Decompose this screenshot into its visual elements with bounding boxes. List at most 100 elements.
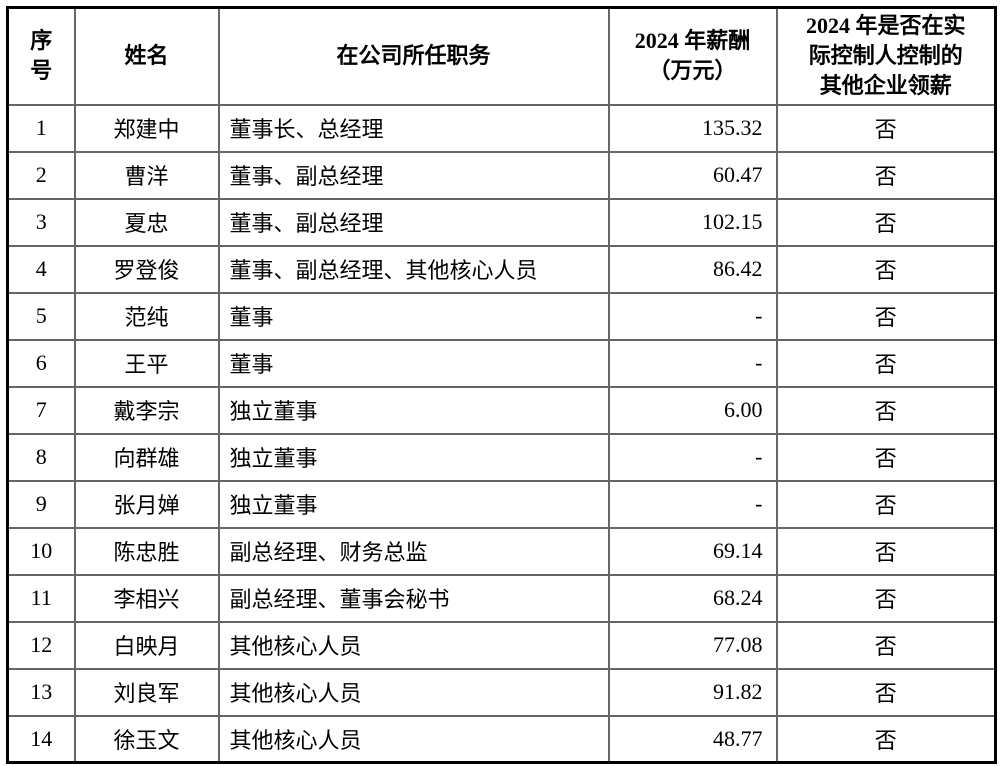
name-cell: 罗登俊 [73,244,220,294]
header-salary-line2: （万元） [648,58,737,84]
table-header: 序 号 姓名 在公司所任职务 2024 年薪酬 （万元） 2024 年是否在实 … [6,6,997,106]
table-row: 6 王平 董事 - 否 [6,338,997,388]
serial-cell: 8 [6,432,76,482]
other-salary-cell: 否 [775,385,997,435]
other-salary-cell: 否 [775,667,997,717]
table-row: 1 郑建中 董事长、总经理 135.32 否 [6,103,997,153]
serial-cell: 7 [6,385,76,435]
table-row: 2 曹洋 董事、副总经理 60.47 否 [6,150,997,200]
header-salary: 2024 年薪酬 （万元） [607,6,778,106]
table-row: 10 陈忠胜 副总经理、财务总监 69.14 否 [6,526,997,576]
name-cell: 戴李宗 [73,385,220,435]
serial-cell: 2 [6,150,76,200]
other-salary-cell: 否 [775,338,997,388]
name-cell: 陈忠胜 [73,526,220,576]
other-salary-cell: 否 [775,197,997,247]
position-cell: 董事 [217,338,610,388]
serial-cell: 12 [6,620,76,670]
position-cell: 独立董事 [217,385,610,435]
name-cell: 王平 [73,338,220,388]
position-cell: 副总经理、财务总监 [217,526,610,576]
other-salary-cell: 否 [775,526,997,576]
position-cell: 董事长、总经理 [217,103,610,153]
header-other-line3: 其他企业领薪 [819,73,952,99]
position-cell: 董事、副总经理、其他核心人员 [217,244,610,294]
table-row: 3 夏忠 董事、副总经理 102.15 否 [6,197,997,247]
other-salary-cell: 否 [775,714,997,764]
compensation-table: 序 号 姓名 在公司所任职务 2024 年薪酬 （万元） 2024 年是否在实 … [6,6,997,764]
position-cell: 董事 [217,291,610,341]
table-row: 12 白映月 其他核心人员 77.08 否 [6,620,997,670]
name-cell: 夏忠 [73,197,220,247]
other-salary-cell: 否 [775,620,997,670]
table-row: 11 李相兴 副总经理、董事会秘书 68.24 否 [6,573,997,623]
salary-cell: 60.47 [607,150,778,200]
name-cell: 向群雄 [73,432,220,482]
salary-cell: - [607,479,778,529]
serial-cell: 5 [6,291,76,341]
salary-cell: 77.08 [607,620,778,670]
position-cell: 其他核心人员 [217,667,610,717]
table-row: 13 刘良军 其他核心人员 91.82 否 [6,667,997,717]
header-other-line1: 2024 年是否在实 [805,13,966,39]
serial-cell: 3 [6,197,76,247]
table-row: 7 戴李宗 独立董事 6.00 否 [6,385,997,435]
position-cell: 独立董事 [217,479,610,529]
salary-cell: 68.24 [607,573,778,623]
header-serial-line2: 号 [30,58,53,84]
header-other-line2: 际控制人控制的 [808,43,963,69]
table-row: 4 罗登俊 董事、副总经理、其他核心人员 86.42 否 [6,244,997,294]
serial-cell: 4 [6,244,76,294]
table-row: 9 张月婵 独立董事 - 否 [6,479,997,529]
table-row: 5 范纯 董事 - 否 [6,291,997,341]
other-salary-cell: 否 [775,479,997,529]
other-salary-cell: 否 [775,103,997,153]
header-row: 序 号 姓名 在公司所任职务 2024 年薪酬 （万元） 2024 年是否在实 … [6,6,997,106]
salary-cell: 48.77 [607,714,778,764]
name-cell: 曹洋 [73,150,220,200]
name-cell: 徐玉文 [73,714,220,764]
other-salary-cell: 否 [775,244,997,294]
position-cell: 其他核心人员 [217,620,610,670]
serial-cell: 14 [6,714,76,764]
other-salary-cell: 否 [775,573,997,623]
serial-cell: 11 [6,573,76,623]
other-salary-cell: 否 [775,291,997,341]
serial-cell: 1 [6,103,76,153]
salary-cell: 86.42 [607,244,778,294]
name-cell: 张月婵 [73,479,220,529]
position-cell: 董事、副总经理 [217,197,610,247]
serial-cell: 10 [6,526,76,576]
position-cell: 董事、副总经理 [217,150,610,200]
header-serial-number: 序 号 [6,6,76,106]
salary-cell: - [607,338,778,388]
name-cell: 郑建中 [73,103,220,153]
name-cell: 范纯 [73,291,220,341]
salary-cell: - [607,291,778,341]
position-cell: 副总经理、董事会秘书 [217,573,610,623]
serial-cell: 9 [6,479,76,529]
name-cell: 刘良军 [73,667,220,717]
table-body: 1 郑建中 董事长、总经理 135.32 否 2 曹洋 董事、副总经理 60.4… [6,103,997,764]
salary-cell: 102.15 [607,197,778,247]
salary-cell: 69.14 [607,526,778,576]
table-row: 8 向群雄 独立董事 - 否 [6,432,997,482]
serial-cell: 6 [6,338,76,388]
salary-cell: 6.00 [607,385,778,435]
name-cell: 白映月 [73,620,220,670]
serial-cell: 13 [6,667,76,717]
position-cell: 独立董事 [217,432,610,482]
header-salary-line1: 2024 年薪酬 [634,28,751,54]
other-salary-cell: 否 [775,150,997,200]
salary-cell: - [607,432,778,482]
header-position: 在公司所任职务 [217,6,610,106]
header-serial-line1: 序 [30,28,53,54]
other-salary-cell: 否 [775,432,997,482]
header-name: 姓名 [73,6,220,106]
header-other-salary: 2024 年是否在实 际控制人控制的 其他企业领薪 [775,6,997,106]
salary-cell: 91.82 [607,667,778,717]
name-cell: 李相兴 [73,573,220,623]
position-cell: 其他核心人员 [217,714,610,764]
salary-cell: 135.32 [607,103,778,153]
